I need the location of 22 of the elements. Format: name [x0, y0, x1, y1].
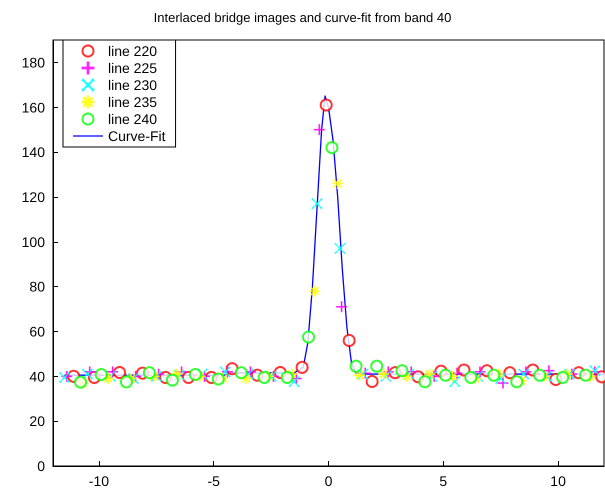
legend-label: line 235: [108, 94, 158, 110]
legend-label: line 220: [108, 43, 158, 59]
legend-label: line 225: [108, 60, 158, 76]
y-tick-label: 60: [29, 323, 46, 340]
legend-label: line 240: [108, 111, 158, 127]
y-tick-label: 180: [22, 54, 46, 70]
x-tick-label: 5: [439, 473, 448, 489]
x-tick-label: -10: [88, 473, 110, 489]
y-tick-label: 120: [22, 188, 46, 205]
y-tick-label: 40: [29, 368, 46, 384]
legend-label: Curve-Fit: [108, 128, 166, 144]
y-tick-label: 80: [29, 278, 46, 295]
x-tick-label: 10: [550, 473, 566, 489]
y-tick-label: 20: [29, 413, 46, 430]
y-tick-label: 140: [22, 144, 46, 160]
y-tick-label: 160: [22, 99, 46, 116]
x-tick-label: -5: [207, 473, 220, 489]
chart-title: Interlaced bridge images and curve-fit from band 40: [154, 10, 452, 25]
x-tick-label: 0: [324, 473, 333, 489]
y-tick-label: 0: [37, 458, 46, 474]
y-tick-label: 100: [22, 234, 46, 250]
legend-label: line 230: [108, 77, 158, 93]
